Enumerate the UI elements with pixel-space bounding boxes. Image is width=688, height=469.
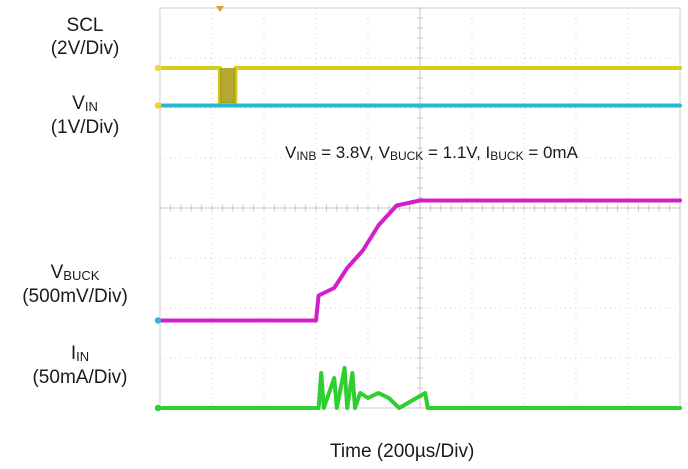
scl-name: SCL bbox=[66, 15, 104, 36]
channel-marker-0 bbox=[154, 64, 162, 72]
iin-subscript: IN bbox=[76, 349, 90, 364]
scl-scale: (2V/Div) bbox=[50, 38, 120, 59]
vbuck-subscript: BUCK bbox=[63, 268, 100, 283]
trigger-marker bbox=[216, 6, 224, 12]
vin-subscript: IN bbox=[84, 99, 98, 114]
scl-burst bbox=[219, 68, 236, 103]
channel-label-iin: IIN (50mA/Div) bbox=[10, 342, 150, 389]
channel-marker-2 bbox=[154, 317, 162, 324]
vin-scale: (1V/Div) bbox=[50, 117, 120, 138]
conditions-annotation: VINB = 3.8V, VBUCK = 1.1V, IBUCK = 0mA bbox=[285, 143, 578, 163]
iin-name: I bbox=[70, 343, 77, 364]
channel-label-vin: VIN (1V/Div) bbox=[30, 92, 140, 139]
vin-name: V bbox=[72, 93, 85, 114]
channel-label-scl: SCL (2V/Div) bbox=[30, 14, 140, 60]
iin-scale: (50mA/Div) bbox=[32, 367, 128, 388]
trace-3 bbox=[158, 366, 682, 410]
annot-vbuck: VBUCK = 1.1V, bbox=[378, 143, 486, 163]
x-axis-label: Time (200µs/Div) bbox=[330, 441, 475, 462]
vbuck-scale: (500mV/Div) bbox=[22, 286, 128, 307]
channel-marker-3 bbox=[154, 404, 162, 412]
trace-2 bbox=[158, 198, 682, 323]
channel-marker-1 bbox=[154, 102, 162, 109]
annot-ibuck: IBUCK = 0mA bbox=[485, 143, 578, 163]
channel-label-vbuck: VBUCK (500mV/Div) bbox=[0, 261, 150, 308]
vbuck-name: V bbox=[50, 262, 64, 283]
annot-vinb: VINB = 3.8V, bbox=[285, 143, 379, 163]
